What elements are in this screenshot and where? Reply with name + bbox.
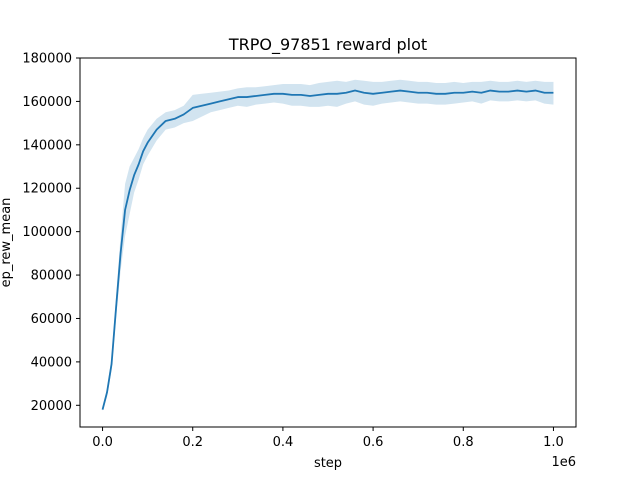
x-axis-label: step bbox=[314, 456, 342, 471]
x-tick-label: 0.0 bbox=[92, 435, 113, 450]
y-tick-label: 80000 bbox=[31, 269, 72, 284]
y-tick-label: 160000 bbox=[22, 95, 72, 110]
std-band bbox=[102, 79, 554, 411]
x-tick-label: 0.8 bbox=[453, 435, 474, 450]
y-tick-label: 20000 bbox=[31, 399, 72, 414]
y-tick-label: 60000 bbox=[31, 312, 72, 327]
x-axis-ticks: 0.0 0.2 0.4 0.6 0.8 1.0 bbox=[92, 427, 564, 450]
y-tick-label: 40000 bbox=[31, 355, 72, 370]
y-tick-label: 180000 bbox=[22, 52, 72, 67]
x-axis-offset-label: 1e6 bbox=[551, 455, 576, 470]
mean-reward-line bbox=[101, 89, 554, 410]
x-tick-label: 0.4 bbox=[273, 435, 294, 450]
x-tick-label: 1.0 bbox=[543, 435, 564, 450]
plot-area bbox=[101, 79, 554, 411]
x-tick-label: 0.6 bbox=[363, 435, 384, 450]
chart-title: TRPO_97851 reward plot bbox=[228, 35, 427, 55]
y-axis-label: ep_rew_mean bbox=[0, 198, 14, 288]
y-tick-label: 100000 bbox=[22, 225, 72, 240]
y-axis-ticks: 20000 40000 60000 80000 100000 120000 140000 16… bbox=[22, 52, 80, 414]
x-tick-label: 0.2 bbox=[182, 435, 203, 450]
axes-frame bbox=[79, 57, 577, 428]
y-tick-label: 120000 bbox=[22, 182, 72, 197]
y-tick-label: 140000 bbox=[22, 138, 72, 153]
